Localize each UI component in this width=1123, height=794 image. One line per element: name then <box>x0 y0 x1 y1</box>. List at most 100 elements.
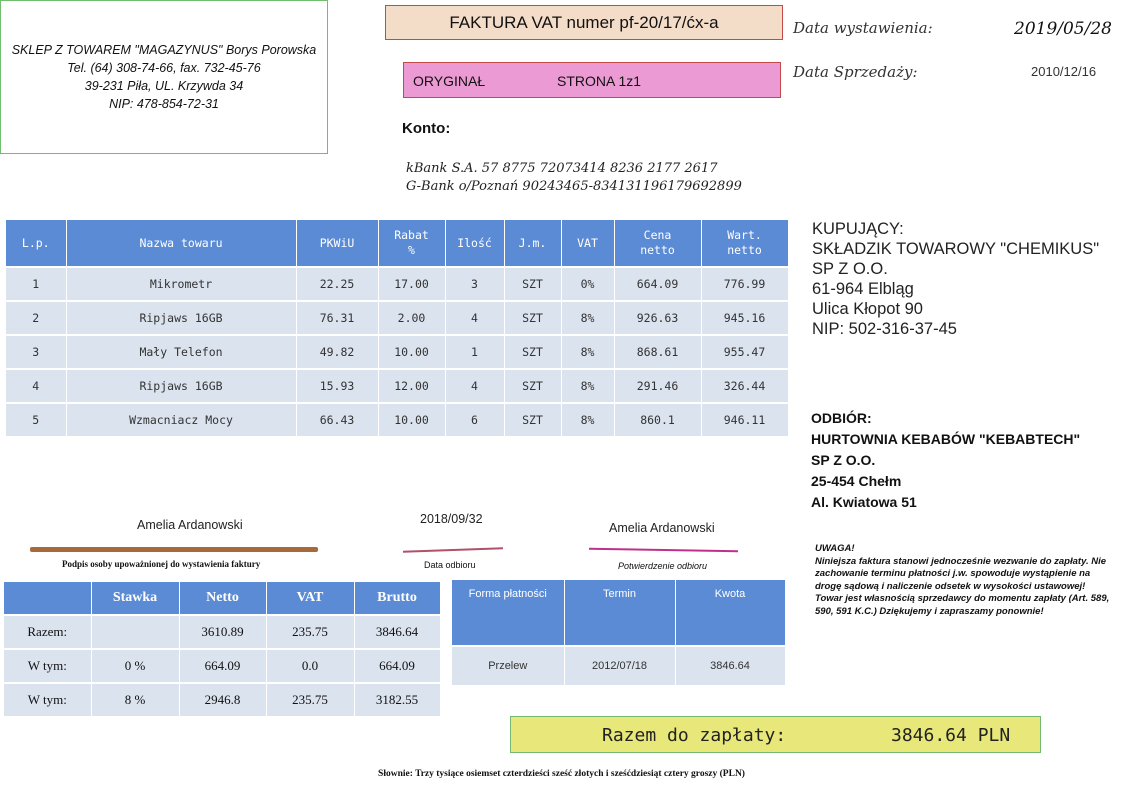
cell: 8% <box>561 402 615 436</box>
buyer-nip: NIP: 502-316-37-45 <box>812 320 957 338</box>
cell: 3 <box>445 266 505 301</box>
cell: 49.82 <box>296 334 379 369</box>
cell: 326.44 <box>701 368 789 403</box>
table-row: W tym: 0 % 664.09 0.0 664.09 <box>4 648 441 683</box>
cell: 776.99 <box>701 266 789 301</box>
col-vat: VAT <box>266 582 355 615</box>
cell: 1 <box>445 334 505 369</box>
col-rabat: Rabat % <box>378 220 446 267</box>
original-banner: ORYGINAŁ STRONA 1z1 <box>403 62 781 98</box>
cell: Mały Telefon <box>66 334 297 369</box>
cell: Wzmacniacz Mocy <box>66 402 297 436</box>
receiver-signature-label: Potwierdzenie odbioru <box>618 561 708 571</box>
buyer-city: 61-964 Elbląg <box>812 280 914 298</box>
cell: 291.46 <box>614 368 702 403</box>
buyer-name: SKŁADZIK TOWAROWY "CHEMIKUS" <box>812 240 1100 258</box>
cell: 0% <box>561 266 615 301</box>
amount-in-words: Słownie: Trzy tysiące osiemset czterdzie… <box>378 769 745 779</box>
table-row: 1 Mikrometr 22.25 17.00 3 SZT 0% 664.09 … <box>6 266 789 301</box>
cell: Mikrometr <box>66 266 297 301</box>
receiver-name: Amelia Ardanowski <box>609 521 715 535</box>
col-empty <box>4 582 92 615</box>
cell: 3846.64 <box>354 614 441 649</box>
notice-text: Niniejsza faktura stanowi jednocześnie w… <box>815 555 1110 617</box>
invoice-title: FAKTURA VAT numer pf-20/17/ćx-a <box>385 5 783 40</box>
cell: W tym: <box>4 648 92 683</box>
original-label: ORYGINAŁ <box>413 73 486 89</box>
notice-block: UWAGA! Niniejsza faktura stanowi jednocz… <box>815 543 1115 618</box>
cell: 945.16 <box>701 300 789 335</box>
table-row: 5 Wzmacniacz Mocy 66.43 10.00 6 SZT 8% 8… <box>6 402 789 436</box>
col-cena: Cena netto <box>614 220 702 267</box>
cell: 2.00 <box>378 300 446 335</box>
col-netto: Netto <box>179 582 267 615</box>
col-vat: VAT <box>561 220 615 267</box>
cell: 8% <box>561 334 615 369</box>
items-header-row: L.p. Nazwa towaru PKWiU Rabat % Ilość J.… <box>6 220 789 267</box>
issue-date: 2019/05/28 <box>1014 19 1112 39</box>
cell: 4 <box>6 368 67 403</box>
cell: 860.1 <box>614 402 702 436</box>
table-row: 3 Mały Telefon 49.82 10.00 1 SZT 8% 868.… <box>6 334 789 369</box>
receipt-date-label: Data odbioru <box>424 560 476 570</box>
table-row: W tym: 8 % 2946.8 235.75 3182.55 <box>4 682 441 716</box>
recipient-label: ODBIÓR: <box>811 410 872 426</box>
cell: SZT <box>504 334 562 369</box>
receipt-date: 2018/09/32 <box>420 512 483 526</box>
receipt-date-line <box>402 547 504 553</box>
cell: 17.00 <box>378 266 446 301</box>
seller-box: SKLEP Z TOWAREM "MAGAZYNUS" Borys Porows… <box>0 0 328 154</box>
cell: 8% <box>561 300 615 335</box>
col-kwota: Kwota <box>675 580 786 646</box>
table-row: 2 Ripjaws 16GB 76.31 2.00 4 SZT 8% 926.6… <box>6 300 789 335</box>
items-table: L.p. Nazwa towaru PKWiU Rabat % Ilość J.… <box>6 220 789 436</box>
cell: 6 <box>445 402 505 436</box>
col-brutto: Brutto <box>354 582 441 615</box>
sale-date-label: Data Sprzedaży: <box>793 63 918 81</box>
col-wart: Wart. netto <box>701 220 789 267</box>
total-label: Razem do zapłaty: <box>602 725 787 746</box>
cell: Ripjaws 16GB <box>66 300 297 335</box>
cell: 15.93 <box>296 368 379 403</box>
seller-phone: Tel. (64) 308-74-66, fax. 732-45-76 <box>67 61 261 75</box>
cell: 0.0 <box>266 648 355 683</box>
cell: 3 <box>6 334 67 369</box>
cell: 946.11 <box>701 402 789 436</box>
total-box: Razem do zapłaty: 3846.64 PLN <box>510 716 1041 753</box>
cell: 66.43 <box>296 402 379 436</box>
cell: 0 % <box>91 648 180 683</box>
cell: 235.75 <box>266 614 355 649</box>
cell: 3846.64 <box>675 645 786 685</box>
cell <box>91 614 180 649</box>
cell: 2012/07/18 <box>564 645 676 685</box>
issuer-signature-line <box>30 547 318 552</box>
payment-table: Forma płatności Termin Kwota Przelew 201… <box>452 580 786 685</box>
buyer-label: KUPUJĄCY: <box>812 220 904 238</box>
summary-header-row: Stawka Netto VAT Brutto <box>4 582 441 615</box>
cell: SZT <box>504 402 562 436</box>
table-row: Razem: 3610.89 235.75 3846.64 <box>4 614 441 649</box>
cell: 2 <box>6 300 67 335</box>
cell: 10.00 <box>378 402 446 436</box>
issue-date-label: Data wystawienia: <box>793 19 933 37</box>
cell: 4 <box>445 368 505 403</box>
table-row: 4 Ripjaws 16GB 15.93 12.00 4 SZT 8% 291.… <box>6 368 789 403</box>
cell: 8 % <box>91 682 180 716</box>
cell: Ripjaws 16GB <box>66 368 297 403</box>
cell: 5 <box>6 402 67 436</box>
cell: SZT <box>504 266 562 301</box>
col-jm: J.m. <box>504 220 562 267</box>
col-pkwiu: PKWiU <box>296 220 379 267</box>
cell: 2946.8 <box>179 682 267 716</box>
sale-date: 2010/12/16 <box>1031 64 1097 79</box>
recipient-form: SP Z O.O. <box>811 452 876 468</box>
col-ilosc: Ilość <box>445 220 505 267</box>
cell: 664.09 <box>354 648 441 683</box>
col-termin: Termin <box>564 580 676 646</box>
buyer-form: SP Z O.O. <box>812 260 888 278</box>
cell: 3182.55 <box>354 682 441 716</box>
col-nazwa: Nazwa towaru <box>66 220 297 267</box>
cell: 664.09 <box>614 266 702 301</box>
bank-account-1: kBank S.A. 57 8775 72073414 8236 2177 26… <box>406 161 718 176</box>
recipient-street: Al. Kwiatowa 51 <box>811 494 917 510</box>
